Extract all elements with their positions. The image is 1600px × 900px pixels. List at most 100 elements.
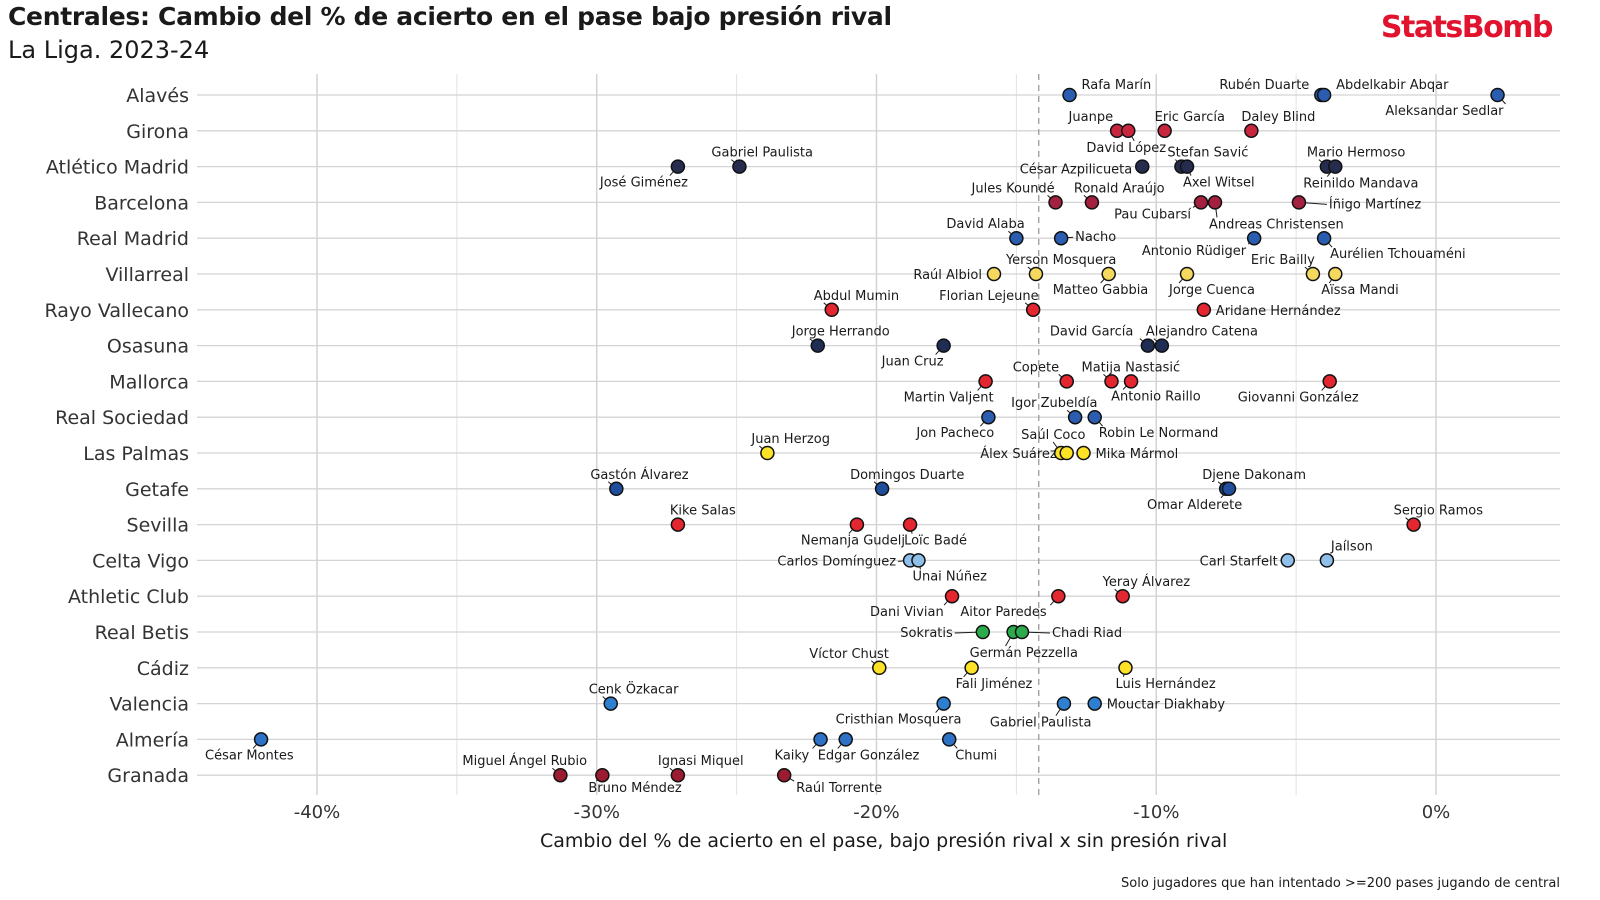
player-point-gabriel-paulista[interactable] [732, 159, 747, 174]
player-label-alejandro-catena: Alejandro Catena [1146, 325, 1258, 340]
player-label-gabriel-paulista: Gabriel Paulista [711, 146, 813, 161]
player-point-eric-bailly[interactable] [1305, 266, 1321, 282]
player-point-giovanni-gonzalez[interactable] [1322, 374, 1337, 389]
team-label-rayo-vallecano: Rayo Vallecano [44, 300, 189, 322]
player-point-ignasi-miquel[interactable] [670, 767, 686, 783]
player-point-jules-kounde[interactable] [1048, 195, 1063, 210]
player-label-jules-kounde: Jules Koundé [971, 181, 1055, 196]
player-point-dani-vivian[interactable] [944, 588, 960, 604]
player-point-robin-le-normand[interactable] [1087, 409, 1102, 425]
player-point-aitor-paredes[interactable] [1051, 588, 1066, 604]
player-point-yeray-alvarez[interactable] [1115, 588, 1130, 604]
player-label-jon-pacheco: Jon Pacheco [915, 426, 994, 441]
player-point-matija-nastasic[interactable] [1104, 374, 1119, 389]
player-point-sokratis[interactable] [975, 624, 991, 640]
player-point-gabriel-paulista[interactable] [1056, 696, 1072, 711]
x-tick-label: -10% [1133, 802, 1180, 823]
player-point-antonio-raillo[interactable] [1123, 374, 1139, 389]
player-point-aurelien-tchouameni[interactable] [1316, 230, 1332, 246]
player-label-domingos-duarte: Domingos Duarte [850, 468, 964, 483]
player-point-copete[interactable] [1059, 374, 1074, 389]
player-point-abdelkabir-abqar[interactable] [1316, 87, 1332, 103]
player-point-fali-jimenez[interactable] [964, 660, 979, 676]
player-label-aitor-paredes: Aitor Paredes [960, 605, 1047, 620]
player-point-gaston-alvarez[interactable] [609, 481, 624, 497]
player-point-mouctar-diakhaby[interactable] [1087, 696, 1102, 711]
player-point-matteo-gabbia[interactable] [1101, 266, 1116, 282]
player-point-cenk-ozkacar[interactable] [603, 696, 618, 711]
player-point-aleksandar-sedlar[interactable] [1490, 87, 1505, 103]
player-point-aridane-hernandez[interactable] [1196, 302, 1212, 318]
player-label-ronald-araujo: Ronald Araújo [1074, 181, 1165, 196]
player-point-martin-valjent[interactable] [978, 374, 993, 389]
player-label-victor-chust: Víctor Chust [809, 647, 889, 662]
player-point-jose-gimenez[interactable] [670, 159, 686, 174]
team-label-celta-vigo: Celta Vigo [92, 550, 189, 572]
player-point-raul-torrente[interactable] [776, 767, 792, 783]
player-label-omar-alderete: Omar Alderete [1147, 498, 1242, 513]
player-point-jailson[interactable] [1319, 553, 1335, 568]
player-point-edgar-gonzalez[interactable] [838, 732, 853, 747]
player-point-axel-witsel[interactable] [1179, 159, 1195, 174]
player-point-pau-cubarsi[interactable] [1193, 195, 1209, 210]
player-point-kike-salas[interactable] [670, 517, 686, 532]
player-point-andreas-christensen[interactable] [1207, 195, 1223, 210]
player-point-chumi[interactable] [941, 732, 957, 747]
player-point-cristhian-mosquera[interactable] [936, 696, 951, 711]
player-point-ronald-araujo[interactable] [1084, 195, 1100, 210]
player-point-eric-garcia[interactable] [1157, 123, 1172, 139]
player-point-igor-zubeldia[interactable] [1067, 409, 1083, 425]
player-point-bruno-mendez[interactable] [595, 767, 610, 783]
player-point-florian-lejeune[interactable] [1025, 302, 1041, 318]
player-label-chadi-riad: Chadi Riad [1052, 626, 1122, 641]
player-point-victor-chust[interactable] [872, 660, 887, 676]
player-point-juan-cruz[interactable] [936, 338, 951, 353]
player-point-juan-herzog[interactable] [760, 445, 775, 461]
player-point-inigo-martinez[interactable] [1291, 195, 1307, 210]
player-label-matteo-gabbia: Matteo Gabbia [1053, 283, 1149, 298]
player-point-chadi-riad[interactable] [1014, 624, 1030, 640]
player-point-nemanja-gudelj[interactable] [849, 517, 865, 532]
player-point-raul-albiol[interactable] [986, 266, 1002, 282]
player-label-giovanni-gonzalez: Giovanni González [1238, 390, 1359, 405]
player-point-carl-starfelt[interactable] [1280, 553, 1295, 568]
team-label-real-sociedad: Real Sociedad [55, 407, 189, 429]
player-point-alejandro-catena[interactable] [1154, 338, 1170, 353]
player-label-gabriel-paulista: Gabriel Paulista [990, 716, 1092, 731]
player-point-david-alaba[interactable] [1009, 230, 1024, 246]
player-point-omar-alderete[interactable] [1221, 481, 1237, 497]
player-label-stefan-savic: Stefan Savić [1167, 146, 1248, 161]
footnote: Solo jugadores que han intentado >=200 p… [1121, 876, 1560, 891]
player-point-antonio-rudiger[interactable] [1246, 230, 1262, 246]
player-label-aissa-mandi: Aïssa Mandi [1321, 283, 1398, 298]
player-point-cesar-montes[interactable] [253, 732, 269, 747]
player-point-abdul-mumin[interactable] [824, 302, 839, 318]
player-point-reinildo-mandava[interactable] [1328, 159, 1343, 174]
player-point-mika-marmol[interactable] [1076, 445, 1091, 461]
player-point-jorge-herrando[interactable] [810, 338, 826, 353]
player-point-alex-suarez[interactable] [1059, 445, 1074, 461]
team-label-getafe: Getafe [125, 479, 189, 501]
player-point-luis-hernandez[interactable] [1118, 660, 1133, 676]
player-point-jon-pacheco[interactable] [981, 409, 996, 425]
player-point-aissa-mandi[interactable] [1328, 266, 1343, 282]
player-point-sergio-ramos[interactable] [1406, 517, 1421, 532]
player-label-raul-torrente: Raúl Torrente [796, 781, 882, 796]
player-point-unai-nunez[interactable] [911, 553, 926, 568]
player-point-jorge-cuenca[interactable] [1179, 266, 1195, 282]
player-point-david-garcia[interactable] [1140, 338, 1156, 353]
player-point-cesar-azpilicueta[interactable] [1135, 159, 1150, 174]
player-point-daley-blind[interactable] [1244, 123, 1259, 139]
team-label-real-betis: Real Betis [95, 622, 189, 644]
player-point-kaiky[interactable] [813, 732, 828, 747]
player-label-chumi: Chumi [955, 748, 997, 763]
player-point-yerson-mosquera[interactable] [1028, 266, 1044, 282]
team-label-barcelona: Barcelona [94, 192, 189, 214]
player-point-david-lopez[interactable] [1121, 123, 1136, 139]
player-point-domingos-duarte[interactable] [874, 481, 890, 497]
player-point-miguel-angel-rubio[interactable] [553, 767, 568, 783]
player-point-nacho[interactable] [1053, 230, 1069, 246]
player-point-loic-bade[interactable] [902, 517, 918, 532]
player-point-rafa-marin[interactable] [1062, 87, 1077, 103]
